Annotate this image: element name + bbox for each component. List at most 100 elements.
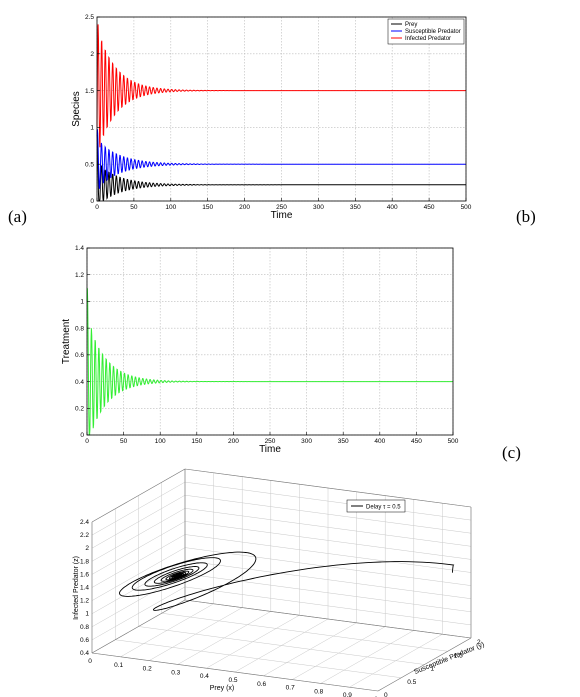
- x-tick-label: 150: [202, 204, 213, 211]
- z-tick-label: 1.8: [80, 558, 89, 565]
- x-tick-label: 0.7: [286, 685, 295, 692]
- y-tick-label: 0: [80, 432, 84, 439]
- side-grid-z: [91, 534, 186, 588]
- x-tick-label: 350: [338, 438, 349, 445]
- y-tick-label: 1.5: [454, 652, 463, 659]
- x-tick-label: 0.9: [343, 692, 352, 697]
- y-tick-label: 2: [90, 51, 94, 58]
- x-tick-label: 100: [155, 438, 166, 445]
- x-tick-label: 450: [424, 204, 435, 211]
- x-tick-label: 0.6: [257, 681, 266, 688]
- x-tick-label: 250: [265, 438, 276, 445]
- side-grid-z: [91, 508, 186, 562]
- z-tick-label: 0.6: [80, 637, 89, 644]
- z-tick-label: 1.4: [80, 585, 89, 592]
- back-grid-z: [184, 534, 472, 573]
- z-tick-label: 1.6: [80, 571, 89, 578]
- box-edge: [184, 468, 472, 508]
- series-line-prey: [96, 134, 466, 202]
- x-tick-label: 450: [411, 438, 422, 445]
- x-tick-label: 200: [228, 438, 239, 445]
- y-tick-label: 0.6: [75, 352, 84, 359]
- z-axis-label: Infected Predator (z): [73, 556, 80, 620]
- x-axis-label: Time: [271, 210, 293, 221]
- x-axis-label: Prey (x): [210, 685, 235, 692]
- z-tick-label: 1.2: [80, 598, 89, 605]
- z-tick-label: 2: [85, 545, 89, 552]
- z-tick-label: 2.2: [80, 532, 89, 539]
- x-tick-label: 50: [130, 204, 138, 211]
- x-tick-label: 0.1: [114, 662, 123, 669]
- trajectory-line: [119, 551, 455, 611]
- x-tick-label: 200: [239, 204, 250, 211]
- z-tick-label: 1: [85, 611, 89, 618]
- box-edge: [377, 637, 472, 692]
- y-tick-label: 1: [90, 125, 94, 132]
- series-line-susceptible-predator: [96, 129, 466, 189]
- x-tick-label: 0: [85, 438, 89, 445]
- z-tick-label: 0.8: [80, 624, 89, 631]
- x-tick-label: 300: [313, 204, 324, 211]
- y-tick-label: 0.4: [75, 379, 84, 386]
- legend-entry: Delay τ = 0.5: [366, 505, 401, 511]
- side-grid-z: [91, 481, 186, 536]
- legend-entry: Infected Predator: [405, 36, 451, 42]
- legend-box: [346, 499, 406, 513]
- y-tick-label: 0.8: [75, 325, 84, 332]
- x-tick-label: 350: [350, 204, 361, 211]
- z-tick-label: 2.4: [80, 519, 89, 526]
- y-tick-label: 0.2: [75, 405, 84, 412]
- x-tick-label: 50: [120, 438, 128, 445]
- side-grid-z: [91, 521, 186, 575]
- series-line-infected-predator: [96, 24, 466, 148]
- y-tick-label: 1.4: [75, 245, 84, 252]
- x-tick-label: 0.4: [200, 673, 209, 680]
- side-grid-z: [91, 494, 186, 549]
- floor-grid-y: [161, 613, 448, 652]
- side-grid-z: [91, 560, 186, 614]
- x-tick-label: 400: [374, 438, 385, 445]
- x-tick-label: 0: [95, 204, 99, 211]
- back-grid-z: [184, 508, 472, 547]
- x-tick-label: 0.5: [228, 677, 237, 684]
- x-tick-label: 300: [301, 438, 312, 445]
- y-tick-label: 0.5: [407, 679, 416, 686]
- legend-entry: Prey: [405, 22, 417, 28]
- x-tick-label: 0.3: [171, 669, 180, 676]
- floor-grid-y: [115, 639, 402, 678]
- x-axis-label: Time: [259, 444, 281, 455]
- y-tick-label: 2: [477, 639, 481, 646]
- back-grid-z: [184, 586, 472, 626]
- y-tick-label: 2.5: [85, 14, 94, 21]
- x-tick-label: 400: [387, 204, 398, 211]
- floor-grid-y: [138, 626, 425, 665]
- box-edge: [91, 652, 379, 692]
- back-grid-z: [184, 481, 472, 521]
- legend-entry: Susceptible Predator: [405, 29, 461, 35]
- x-tick-label: 500: [448, 438, 459, 445]
- box-edge: [91, 468, 186, 523]
- panel-label-a: (a): [8, 207, 27, 226]
- back-grid-z: [184, 547, 472, 586]
- y-tick-label: 1: [431, 666, 435, 673]
- series-line-treatment: [86, 288, 453, 436]
- y-tick-label: 0.5: [85, 161, 94, 168]
- box-edge: [91, 599, 186, 654]
- y-tick-label: 1.2: [75, 272, 84, 279]
- x-tick-label: 0: [88, 658, 92, 665]
- back-grid-z: [184, 494, 472, 534]
- y-tick-label: 1.5: [85, 88, 94, 95]
- x-tick-label: 500: [461, 204, 472, 211]
- panel-label-c: (c): [502, 443, 521, 462]
- y-tick-label: 0: [384, 692, 388, 697]
- box-edge: [184, 599, 472, 639]
- y-axis-label: Species: [71, 91, 82, 127]
- back-grid-z: [184, 560, 472, 599]
- x-tick-label: 100: [165, 204, 176, 211]
- back-grid-z: [184, 521, 472, 560]
- x-tick-label: 150: [191, 438, 202, 445]
- y-tick-label: 0: [90, 198, 94, 205]
- side-grid-z: [91, 586, 186, 641]
- x-tick-label: 250: [276, 204, 287, 211]
